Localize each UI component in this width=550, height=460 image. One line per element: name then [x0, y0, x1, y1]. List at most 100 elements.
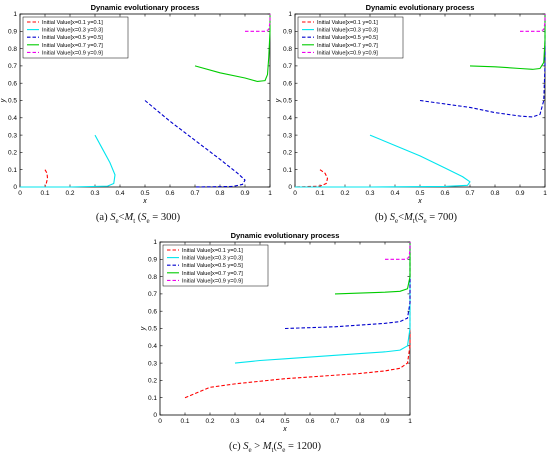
x-tick-label: 0.2 [205, 418, 214, 425]
x-tick-label: 0.8 [490, 190, 499, 197]
y-tick-label: 0.6 [148, 308, 157, 315]
y-tick-label: 0.4 [8, 115, 17, 122]
y-tick-label: 1 [153, 239, 157, 246]
x-tick-label: 0.2 [65, 190, 74, 197]
legend-box [162, 244, 269, 287]
caption-c: (c) Se > Mt(Se = 1200) [175, 441, 375, 454]
y-tick-label: 0.7 [148, 291, 157, 298]
y-tick-label: 0.7 [283, 63, 292, 70]
x-tick-label: 0.1 [40, 190, 49, 197]
legend-label: Initial Value[x=0.3 y=0.3] [317, 28, 378, 34]
x-tick-label: 0.4 [255, 418, 264, 425]
caption-eq: = 300) [149, 212, 181, 223]
x-axis-label: x [282, 426, 287, 433]
legend-label: Initial Value[x=0.7 y=0.7] [42, 43, 103, 49]
legend-label: Initial Value[x=0.9 y=0.9] [42, 50, 103, 56]
caption-paren: ( [135, 212, 142, 223]
legend-label: Initial Value[x=0.5 y=0.5] [42, 35, 103, 41]
chart-title: Dynamic evolutionary process [91, 3, 200, 12]
x-tick-label: 1 [408, 418, 412, 425]
legend-label: Initial Value[x=0.5 y=0.5] [317, 35, 378, 41]
x-tick-label: 0.6 [165, 190, 174, 197]
legend-label: Initial Value[x=0.1 y=0.1] [182, 248, 243, 254]
caption-b: (b) Se<Mt(Se = 700) [316, 212, 516, 225]
series-line [144, 100, 246, 188]
y-tick-label: 0 [288, 184, 292, 191]
y-tick-label: 1 [288, 11, 292, 18]
series-line [520, 14, 546, 32]
caption-rhs: M [262, 441, 272, 452]
x-tick-label: 1 [268, 190, 272, 197]
y-tick-label: 0.6 [8, 80, 17, 87]
y-tick-label: 0.8 [8, 46, 17, 53]
series-line [184, 242, 411, 399]
x-tick-label: 0 [18, 190, 22, 197]
y-tick-label: 0.9 [148, 257, 157, 264]
caption-param: S [418, 212, 424, 223]
caption-param: S [276, 441, 283, 452]
series-line [284, 242, 411, 330]
caption-rhs-sub: t [271, 446, 274, 455]
y-tick-label: 0.5 [148, 326, 157, 333]
y-tick-label: 0.1 [283, 167, 292, 174]
caption-rhs-sub: t [412, 217, 415, 226]
caption-param: S [141, 212, 147, 223]
series-line [295, 134, 471, 188]
x-tick-label: 0.3 [230, 418, 239, 425]
caption-tag: (b) [374, 212, 388, 223]
caption-a: (a) Se<Mt (Se = 300) [38, 212, 238, 225]
y-tick-label: 0.1 [8, 167, 17, 174]
x-tick-label: 0.9 [380, 418, 389, 425]
x-tick-label: 0.3 [90, 190, 99, 197]
x-tick-label: 0 [293, 190, 297, 197]
x-tick-label: 0.3 [365, 190, 374, 197]
x-tick-label: 0.8 [215, 190, 224, 197]
y-tick-label: 0.8 [148, 274, 157, 281]
x-tick-label: 0.5 [140, 190, 149, 197]
chart-title: Dynamic evolutionary process [231, 231, 340, 240]
caption-lhs-sub: e [115, 217, 119, 226]
y-tick-label: 0.2 [8, 150, 17, 157]
legend-label: Initial Value[x=0.9 y=0.9] [317, 50, 378, 56]
x-tick-label: 0.1 [315, 190, 324, 197]
caption-tag: (c) [228, 441, 241, 452]
caption-param-sub: e [423, 217, 427, 226]
x-axis-label: x [142, 198, 147, 205]
caption-rhs: M [404, 212, 413, 223]
x-tick-label: 1 [543, 190, 547, 197]
x-tick-label: 0.4 [390, 190, 399, 197]
x-tick-label: 0.6 [305, 418, 314, 425]
x-tick-label: 0.9 [515, 190, 524, 197]
legend-label: Initial Value[x=0.1 y=0.1] [317, 20, 378, 26]
caption-rel: < [398, 212, 405, 223]
series-line [334, 242, 411, 295]
x-tick-label: 0.1 [180, 418, 189, 425]
x-tick-label: 0.5 [415, 190, 424, 197]
caption-rhs-sub: t [133, 217, 136, 226]
x-tick-label: 0 [158, 418, 162, 425]
x-axis-label: x [417, 198, 422, 205]
legend-box [297, 16, 404, 59]
series-line [234, 242, 411, 364]
y-tick-label: 0.9 [8, 29, 17, 36]
series-line [469, 14, 546, 70]
caption-rhs: M [124, 212, 134, 223]
caption-tag: (a) [95, 212, 108, 223]
y-tick-label: 0 [13, 184, 17, 191]
x-tick-label: 0.6 [440, 190, 449, 197]
caption-paren: ( [414, 212, 419, 223]
series-line [419, 14, 546, 118]
caption-lhs-sub: e [395, 217, 399, 226]
y-tick-label: 0.8 [283, 46, 292, 53]
legend-label: Initial Value[x=0.7 y=0.7] [317, 43, 378, 49]
legend-label: Initial Value[x=0.1 y=0.1] [42, 20, 103, 26]
x-tick-label: 0.9 [240, 190, 249, 197]
y-tick-label: 0.3 [148, 360, 157, 367]
legend-label: Initial Value[x=0.9 y=0.9] [182, 278, 243, 284]
x-tick-label: 0.4 [115, 190, 124, 197]
series-line [194, 14, 271, 83]
x-tick-label: 0.7 [190, 190, 199, 197]
caption-param-sub: e [146, 217, 150, 226]
series-line [245, 14, 271, 32]
